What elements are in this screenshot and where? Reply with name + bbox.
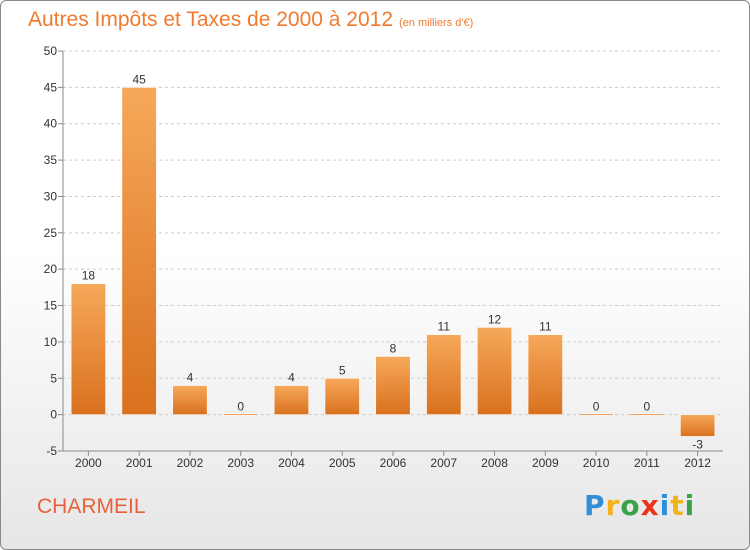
data-label: 8 [390,341,397,355]
x-tick-label: 2006 [380,456,407,470]
x-tick-label: 2008 [481,456,508,470]
data-label: 4 [187,371,194,385]
y-tick-label: 5 [50,371,57,385]
y-tick-label: 20 [44,262,58,276]
bar [426,334,462,415]
bar [629,413,665,416]
x-tick-label: 2004 [278,456,305,470]
x-tick-label: 2012 [684,456,711,470]
x-tick-label: 2002 [177,456,204,470]
y-tick-label: 10 [44,335,58,349]
chart-title-main: Autres Impôts et Taxes de 2000 à 2012 [28,8,394,31]
y-tick-label: 15 [44,299,58,313]
data-label: 11 [438,320,451,334]
logo-letter: r [605,489,621,522]
x-tick-label: 2009 [532,456,559,470]
bar [527,334,563,415]
data-label: 0 [237,400,244,414]
data-label: 4 [288,371,295,385]
x-tick-label: 2001 [126,456,153,470]
x-tick-label: 2011 [634,456,660,470]
data-label: 5 [339,363,346,377]
bar [476,327,513,415]
bar [578,413,614,416]
logo-letter: x [640,489,660,522]
chart-title: Autres Impôts et Taxes de 2000 à 2012 (en… [28,8,473,32]
bars [70,87,716,437]
y-tick-label: -5 [46,444,57,458]
data-label: 0 [644,400,651,414]
chart-title-unit: (en milliers d'€) [399,17,474,29]
y-tick-label: 40 [44,117,58,131]
data-label: 0 [593,400,600,414]
y-tick-label: 35 [44,153,58,167]
y-tick-label: 30 [44,189,58,203]
logo-letter: P [584,489,606,522]
x-tick-label: 2005 [329,456,356,470]
bar [70,283,106,415]
x-tick-label: 2003 [227,456,254,470]
bar [680,414,716,437]
data-label: 18 [82,269,96,283]
data-label: 12 [488,312,502,326]
proxiti-logo: Proxiti [584,489,695,522]
logo-letter: i [659,489,671,522]
bar [223,413,259,416]
y-axis-ticks: -5 0 5 10 15 20 25 30 35 40 45 50 [44,44,63,458]
bar [375,356,411,415]
bar [172,385,208,415]
y-tick-label: 25 [44,226,58,240]
x-tick-label: 2007 [430,456,457,470]
y-tick-label: 45 [44,80,58,94]
bar [273,385,310,415]
bar [121,87,157,415]
y-tick-label: 0 [50,408,57,422]
x-tick-label: 2010 [583,456,610,470]
logo-letter: i [684,489,696,522]
logo-letter: t [670,489,685,522]
data-label: 11 [539,320,552,334]
x-axis-ticks: 2000 2001 2002 2003 2004 2005 2006 2007 2008 2009… [75,451,711,470]
bar [324,377,360,415]
x-tick-label: 2000 [75,456,102,470]
place-name: CHARMEIL [37,495,146,518]
logo-letter: o [620,489,641,522]
y-tick-label: 50 [44,44,58,58]
data-label: -3 [692,437,703,451]
data-label: 45 [132,72,146,86]
